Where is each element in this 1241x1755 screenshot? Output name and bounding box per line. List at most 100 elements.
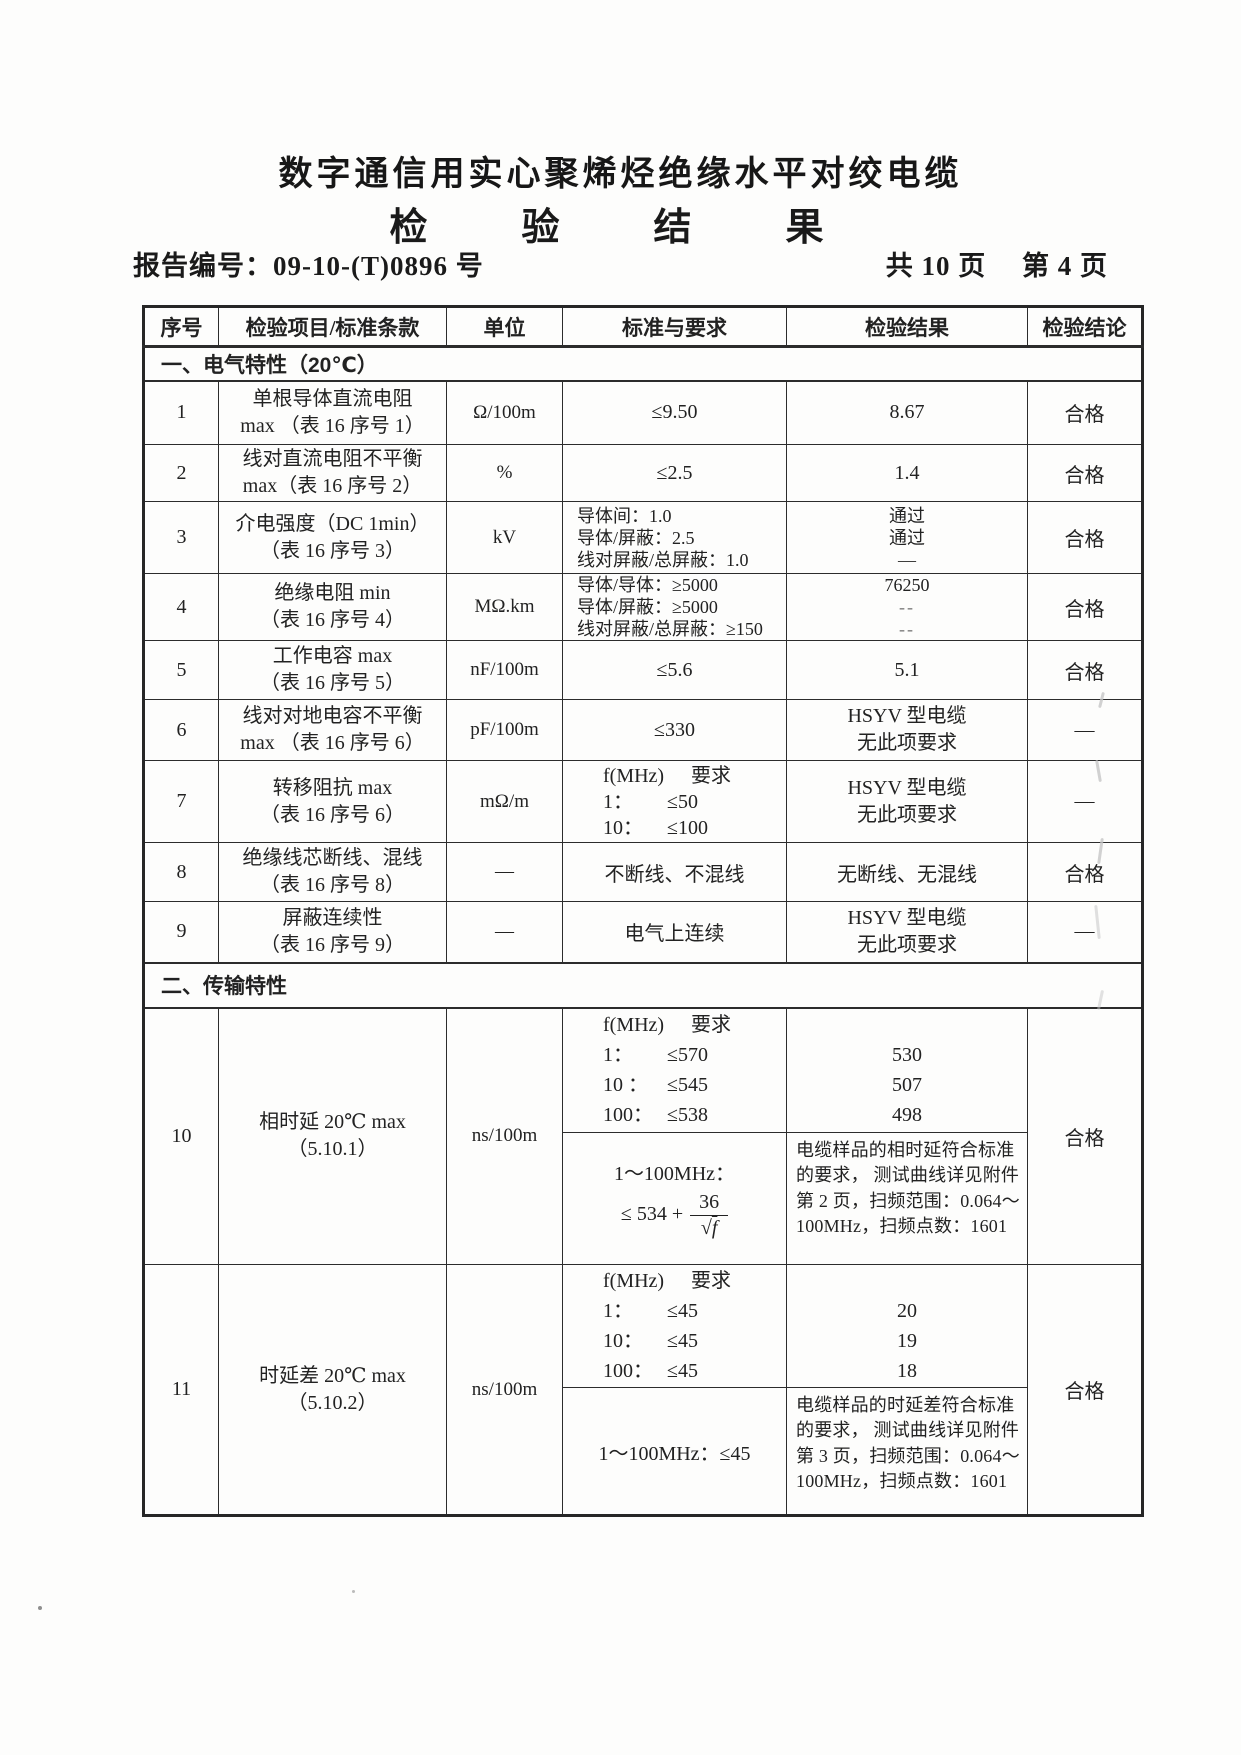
row-10-conclusion: 合格 [1027,1007,1143,1265]
table-row-10-upper: 10 相时延 20℃ max （5.10.1） ns/100m f(MHz) 要求… [143,1007,1143,1265]
formula-denominator: √f [690,1216,728,1240]
formula-prefix: ≤ 534 + [620,1203,684,1226]
row-5-no: 5 [143,640,219,700]
freq-col-f: f(MHz) [603,1014,665,1037]
doc-title: 数字通信用实心聚烯烃绝缘水平对绞电缆 [278,155,963,193]
header-unit: 单位 [446,306,563,348]
freq-label: 1： [603,1300,633,1322]
row-9-conclusion: — [1027,901,1143,963]
result-line: 18 [897,1360,917,1382]
standard-formula: ≤ 534 + 36 √f [564,1191,786,1240]
item-line: （表 16 序号 9） [260,933,405,956]
row-5-standard: ≤5.6 [562,640,787,700]
row-7-item: 转移阻抗 max （表 16 序号 6） [218,760,447,843]
row-8-result: 无断线、无混线 [786,842,1028,902]
item-line: 线对对地电容不平衡 [242,705,423,727]
section-row-electrical: 一、电气特性（20℃） [143,345,1143,382]
row-4-standard: 导体/导体：≥5000 导体/屏蔽：≥5000 线对屏蔽/总屏蔽：≥150 [562,573,787,641]
result-line: 通过 [889,527,925,548]
formula-fraction: 36 √f [690,1191,729,1240]
result-line: -- [899,597,915,617]
row-2-result: 1.4 [786,444,1028,502]
row-11-result-lower: 电缆样品的时延差符合标准的要求， 测试曲线详见附件第 3 页，扫频范围：0.06… [786,1387,1028,1516]
row-10-result-lower: 电缆样品的相时延符合标准的要求， 测试曲线详见附件第 2 页，扫频范围：0.06… [786,1132,1028,1265]
radical-sign: √ [700,1217,712,1239]
row-11-result-upper: 20 19 18 [786,1264,1028,1388]
row-9-item: 屏蔽连续性 （表 16 序号 9） [218,901,447,963]
result-line: -- [899,619,915,639]
row-6-conclusion: — [1027,699,1143,761]
freq-value: ≤538 [667,1104,708,1127]
row-7-result: HSYV 型电缆 无此项要求 [786,760,1028,843]
freq-col-f: f(MHz) [603,764,665,787]
row-10-result-upper: 530 507 498 [786,1007,1028,1133]
header-conclusion: 检验结论 [1027,306,1143,348]
row-3-no: 3 [143,501,219,574]
formula-variable: f [711,1217,718,1239]
row-2-no: 2 [143,444,219,502]
freq-label: 100： [603,1104,653,1127]
freq-value: ≤100 [667,816,708,839]
freq-col-req: 要求 [691,1270,731,1292]
row-7-no: 7 [143,760,219,843]
row-10-no: 10 [143,1007,219,1265]
row-8-item: 绝缘线芯断线、混线 （表 16 序号 8） [218,842,447,902]
freq-label: 100： [603,1360,653,1382]
item-line: （表 16 序号 3） [260,539,405,562]
result-line: 通过 [889,505,925,526]
table-row-11-upper: 11 时延差 20℃ max （5.10.2） ns/100m f(MHz) 要求… [143,1264,1143,1516]
freq-line: 10： ≤100 [603,815,786,841]
standard-line: 线对屏蔽/总屏蔽：≥150 [577,619,763,639]
row-4-unit: MΩ.km [446,573,563,641]
standard-line: 导体/屏蔽：2.5 [577,527,695,548]
row-3-item: 介电强度（DC 1min） （表 16 序号 3） [218,501,447,574]
standard-line: 导体间：1.0 [577,505,672,526]
row-1-unit: Ω/100m [446,380,563,445]
row-2-conclusion: 合格 [1027,444,1143,502]
row-11-conclusion: 合格 [1027,1264,1143,1516]
result-line: 无此项要求 [857,732,957,754]
result-line: 507 [892,1074,922,1097]
row-11-no: 11 [143,1264,219,1516]
freq-header-line: f(MHz) 要求 [603,1266,786,1296]
freq-header-line: f(MHz) 要求 [603,763,786,789]
row-1-item: 单根导体直流电阻 max （表 16 序号 1） [218,380,447,445]
row-1-conclusion: 合格 [1027,380,1143,445]
row-5-result: 5.1 [786,640,1028,700]
row-6-item: 线对对地电容不平衡 max （表 16 序号 6） [218,699,447,761]
row-11-standard-upper: f(MHz) 要求 1： ≤45 10： ≤45 100： ≤45 [562,1264,787,1388]
row-2-unit: % [446,444,563,502]
row-11-standard-lower: 1～100MHz：≤45 [562,1387,787,1516]
freq-col-req: 要求 [691,764,731,787]
row-2-item: 线对直流电阻不平衡 max（表 16 序号 2） [218,444,447,502]
table-row-7: 7 转移阻抗 max （表 16 序号 6） mΩ/m f(MHz) 要求 1： ≤… [143,760,1143,843]
row-6-result: HSYV 型电缆 无此项要求 [786,699,1028,761]
row-9-unit: — [446,901,563,963]
item-line: max （表 16 序号 6） [240,732,425,754]
freq-line: 1： ≤570 [603,1040,786,1070]
result-line: 76250 [884,575,930,595]
row-3-conclusion: 合格 [1027,501,1143,574]
item-line: max （表 16 序号 1） [240,414,425,437]
row-4-item: 绝缘电阻 min （表 16 序号 4） [218,573,447,641]
row-10-item: 相时延 20℃ max （5.10.1） [218,1007,447,1265]
header-result: 检验结果 [786,306,1028,348]
freq-line: 100： ≤538 [603,1100,786,1130]
section-title: 一、电气特性（20℃） [143,345,1143,382]
table-header-row: 序号 检验项目/标准条款 单位 标准与要求 检验结果 检验结论 [143,306,1143,348]
row-10-unit: ns/100m [446,1007,563,1265]
row-5-item: 工作电容 max （表 16 序号 5） [218,640,447,700]
item-line: 绝缘电阻 min [274,582,391,604]
row-7-unit: mΩ/m [446,760,563,843]
result-spacer [788,1010,1027,1040]
item-line: （表 16 序号 6） [260,803,405,826]
freq-header-line: f(MHz) 要求 [603,1010,786,1040]
freq-line: 1： ≤45 [603,1296,786,1326]
result-spacer [788,1266,1027,1296]
freq-value: ≤45 [667,1300,698,1322]
table-row-8: 8 绝缘线芯断线、混线 （表 16 序号 8） — 不断线、不混线 无断线、无混… [143,842,1143,902]
section-title: 二、传输特性 [143,961,1143,1009]
item-line: （表 16 序号 5） [260,672,405,694]
freq-value: ≤45 [667,1330,698,1352]
row-1-standard: ≤9.50 [562,380,787,445]
